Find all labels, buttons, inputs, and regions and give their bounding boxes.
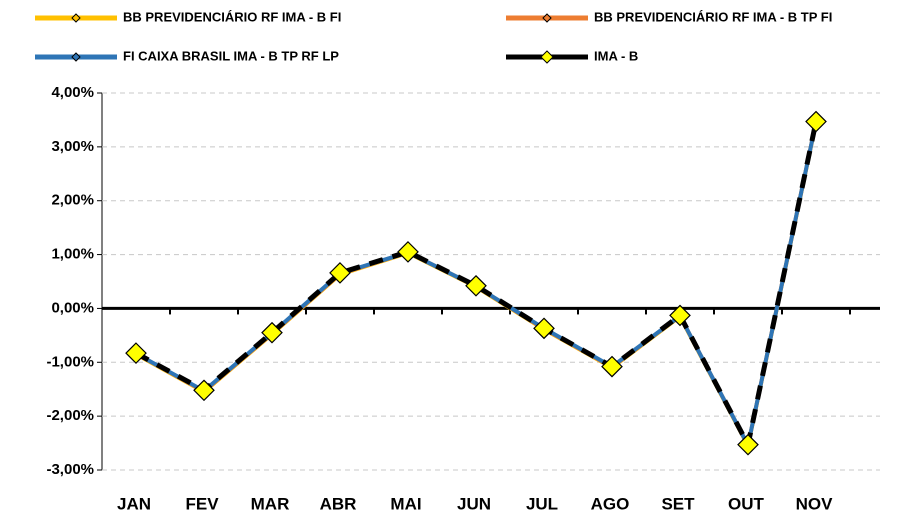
legend-label: BB PREVIDENCIÁRIO RF IMA - B FI bbox=[123, 9, 341, 24]
point-marker bbox=[533, 317, 555, 340]
x-tick-label: AGO bbox=[591, 494, 630, 513]
x-tick-label: NOV bbox=[796, 494, 834, 513]
point-marker bbox=[601, 355, 623, 378]
y-tick-label: 1,00% bbox=[51, 246, 94, 263]
y-tick-label: -2,00% bbox=[46, 407, 94, 424]
x-tick-label: ABR bbox=[320, 494, 357, 513]
y-tick-label: -1,00% bbox=[46, 353, 94, 370]
y-tick-label: -3,00% bbox=[46, 461, 94, 478]
x-tick-label: SET bbox=[661, 494, 695, 513]
point-marker bbox=[125, 342, 147, 364]
x-tick-label: MAI bbox=[390, 494, 421, 513]
legend-marker bbox=[71, 13, 81, 23]
legend-label: FI CAIXA BRASIL IMA - B TP RF LP bbox=[123, 48, 339, 63]
point-marker bbox=[465, 274, 487, 297]
series-line bbox=[134, 121, 819, 448]
y-tick-label: 2,00% bbox=[51, 192, 94, 209]
x-tick-label: JAN bbox=[117, 494, 151, 513]
point-marker bbox=[737, 433, 759, 456]
legend-label: BB PREVIDENCIÁRIO RF IMA - B TP FI bbox=[594, 9, 832, 24]
legend-marker bbox=[71, 52, 81, 62]
point-marker bbox=[669, 304, 691, 327]
y-tick-label: 3,00% bbox=[51, 138, 94, 155]
point-marker bbox=[261, 321, 283, 344]
point-marker bbox=[805, 110, 827, 133]
point-marker bbox=[193, 379, 215, 402]
x-tick-label: OUT bbox=[728, 494, 765, 513]
y-tick-label: 4,00% bbox=[51, 84, 94, 101]
legend-label: IMA - B bbox=[594, 48, 638, 63]
point-marker bbox=[397, 241, 419, 263]
x-tick-label: FEV bbox=[185, 494, 219, 513]
y-tick-label: 0,00% bbox=[51, 299, 94, 316]
x-tick-label: JUN bbox=[457, 494, 491, 513]
legend-marker bbox=[540, 50, 554, 64]
x-tick-label: JUL bbox=[526, 494, 558, 513]
legend-marker bbox=[542, 13, 552, 23]
point-marker bbox=[329, 262, 351, 284]
x-tick-label: MAR bbox=[251, 494, 290, 513]
